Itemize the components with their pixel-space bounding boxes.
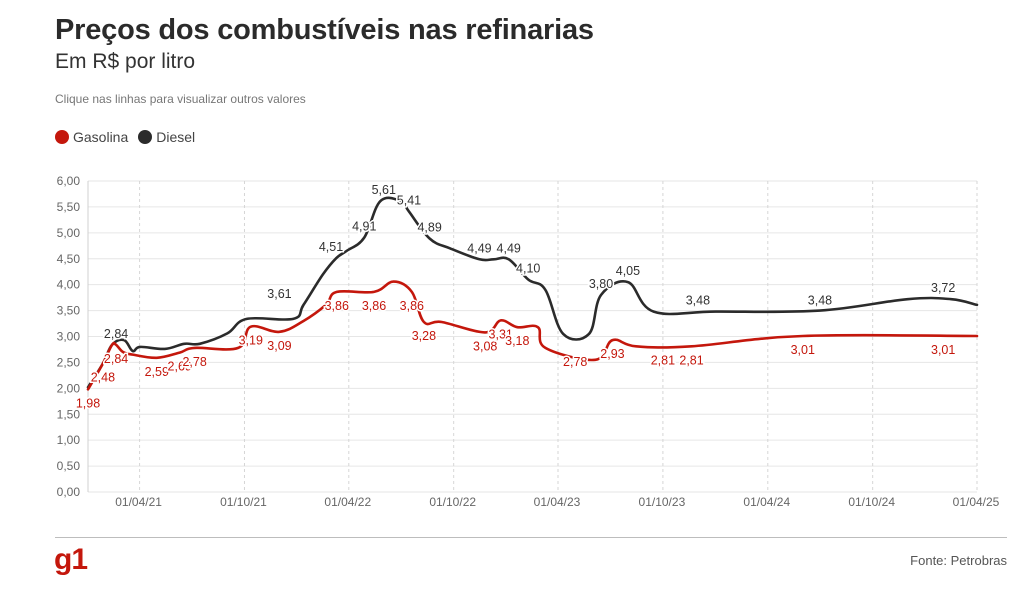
data-label-gasolina: 2,81 [679,353,703,367]
x-tick-label: 01/04/21 [115,495,162,509]
y-tick-label: 1,50 [57,407,81,421]
data-label-gasolina: 3,01 [931,343,955,357]
data-label-gasolina: 3,19 [239,334,263,348]
y-tick-label: 4,00 [57,278,81,292]
y-tick-label: 0,00 [57,485,81,499]
x-tick-label: 01/04/22 [324,495,371,509]
y-tick-label: 2,00 [57,381,81,395]
y-tick-label: 1,00 [57,433,81,447]
legend-item-gasolina[interactable]: Gasolina [55,129,128,145]
data-label-gasolina: 2,59 [145,365,169,379]
data-label-diesel: 4,51 [319,240,343,254]
chart-subtitle: Em R$ por litro [55,50,196,73]
data-label-gasolina: 2,78 [182,355,206,369]
data-label-gasolina: 3,86 [325,299,349,313]
legend: Gasolina Diesel [55,129,205,145]
data-label-diesel: 5,41 [397,194,421,208]
data-label-gasolina: 2,48 [91,370,115,384]
y-tick-label: 2,50 [57,355,81,369]
data-label-gasolina: 3,86 [400,299,424,313]
series-line-gasolina [86,280,979,391]
data-label-diesel: 3,48 [808,294,832,308]
data-label-gasolina: 2,69 [168,360,192,374]
y-tick-label: 4,50 [57,252,81,266]
data-label-diesel: 4,49 [497,241,521,255]
data-label-diesel: 3,48 [686,294,710,308]
source-note: Fonte: Petrobras [910,553,1007,568]
x-tick-label: 01/04/23 [534,495,581,509]
data-label-gasolina: 3,18 [505,334,529,348]
y-tick-label: 5,00 [57,226,81,240]
x-tick-label: 01/10/23 [639,495,686,509]
y-tick-label: 6,00 [57,174,81,188]
data-label-gasolina: 2,93 [600,347,624,361]
chart-title: Preços dos combustíveis nas refinarias [55,14,594,46]
data-label-diesel: 3,72 [931,281,955,295]
footer-divider [55,537,1007,538]
data-label-gasolina: 2,84 [104,352,128,366]
interaction-hint: Clique nas linhas para visualizar outros… [55,92,306,106]
x-tick-label: 01/04/24 [743,495,790,509]
y-tick-label: 5,50 [57,200,81,214]
data-label-gasolina: 3,08 [473,339,497,353]
data-label-gasolina: 3,28 [412,329,436,343]
data-label-diesel: 2,84 [104,327,128,341]
x-tick-label: 01/10/21 [220,495,267,509]
diesel-dot-icon [138,130,153,144]
data-label-diesel: 4,89 [417,221,441,235]
data-label-gasolina: 2,81 [651,353,675,367]
y-tick-label: 0,50 [57,459,81,473]
g1-logo: g1 [54,543,88,576]
data-label-gasolina: 3,31 [489,327,513,341]
data-label-diesel: 4,91 [352,219,376,233]
data-label-gasolina: 1,98 [76,396,100,410]
data-label-diesel: 3,80 [589,277,613,291]
data-label-gasolina: 3,09 [267,339,291,353]
legend-item-diesel[interactable]: Diesel [138,129,195,145]
data-label-diesel: 4,10 [516,261,540,275]
x-tick-label: 01/10/24 [848,495,895,509]
y-tick-label: 3,50 [57,304,81,318]
gasolina-dot-icon [55,130,69,144]
legend-label-diesel: Diesel [156,129,196,145]
x-tick-label: 01/04/25 [953,495,1000,509]
x-tick-label: 01/10/22 [429,495,476,509]
data-label-gasolina: 2,78 [563,355,587,369]
series-line-diesel [86,196,979,389]
data-label-diesel: 4,49 [467,241,491,255]
legend-label-gasolina: Gasolina [73,129,129,145]
data-label-diesel: 4,05 [616,264,640,278]
data-label-gasolina: 3,86 [362,299,386,313]
data-label-diesel: 5,61 [372,183,396,197]
data-label-gasolina: 3,01 [791,343,815,357]
data-label-diesel: 3,61 [267,287,291,301]
y-tick-label: 3,00 [57,330,81,344]
